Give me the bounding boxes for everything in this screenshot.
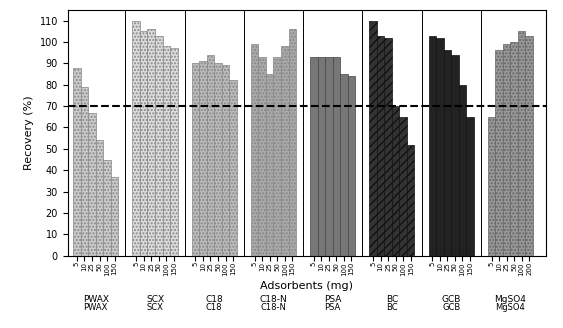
Text: PWAX: PWAX	[83, 295, 109, 304]
Text: C18-N: C18-N	[261, 303, 287, 312]
Text: C18: C18	[206, 303, 222, 312]
Bar	[132, 21, 140, 256]
Text: PSA: PSA	[324, 295, 341, 304]
Bar	[392, 106, 399, 256]
Bar	[325, 57, 333, 256]
Bar	[451, 55, 459, 256]
X-axis label: Adsorbents (mg): Adsorbents (mg)	[260, 281, 354, 291]
Bar	[103, 160, 111, 256]
Bar	[466, 117, 473, 256]
Bar	[96, 140, 103, 256]
Bar	[266, 74, 274, 256]
Text: BC: BC	[386, 303, 397, 312]
Text: C18: C18	[205, 295, 223, 304]
Bar	[281, 46, 288, 256]
Bar	[155, 35, 163, 256]
Bar	[229, 80, 237, 256]
Y-axis label: Recovery (%): Recovery (%)	[24, 95, 34, 170]
Bar	[428, 35, 436, 256]
Bar	[258, 57, 266, 256]
Bar	[488, 117, 495, 256]
Bar	[88, 113, 96, 256]
Bar	[340, 74, 348, 256]
Text: MgSO4: MgSO4	[494, 295, 526, 304]
Bar	[436, 38, 444, 256]
Text: PWAX: PWAX	[83, 303, 108, 312]
Bar	[399, 117, 407, 256]
Text: MgSO4: MgSO4	[495, 303, 525, 312]
Bar	[459, 85, 466, 256]
Bar	[407, 145, 414, 256]
Bar	[348, 76, 355, 256]
Bar	[444, 51, 451, 256]
Bar	[163, 46, 170, 256]
Bar	[525, 35, 533, 256]
Bar	[140, 31, 148, 256]
Bar	[251, 44, 258, 256]
Bar	[215, 63, 222, 256]
Bar	[170, 48, 177, 256]
Text: C18-N: C18-N	[260, 295, 287, 304]
Bar	[503, 44, 511, 256]
Text: GCB: GCB	[442, 303, 461, 312]
Bar	[377, 35, 385, 256]
Bar	[191, 63, 199, 256]
Bar	[81, 87, 88, 256]
Text: SCX: SCX	[146, 303, 163, 312]
Bar	[333, 57, 340, 256]
Text: SCX: SCX	[146, 295, 164, 304]
Bar	[274, 57, 281, 256]
Bar	[199, 61, 207, 256]
Bar	[310, 57, 318, 256]
Bar	[511, 42, 518, 256]
Bar	[148, 29, 155, 256]
Bar	[369, 21, 377, 256]
Bar	[222, 66, 229, 256]
Text: PSA: PSA	[324, 303, 341, 312]
Text: BC: BC	[386, 295, 398, 304]
Bar	[111, 177, 118, 256]
Bar	[518, 31, 525, 256]
Bar	[288, 29, 296, 256]
Bar	[385, 38, 392, 256]
Bar	[495, 51, 503, 256]
Text: GCB: GCB	[441, 295, 461, 304]
Bar	[73, 68, 81, 256]
Bar	[207, 55, 215, 256]
Bar	[318, 57, 325, 256]
